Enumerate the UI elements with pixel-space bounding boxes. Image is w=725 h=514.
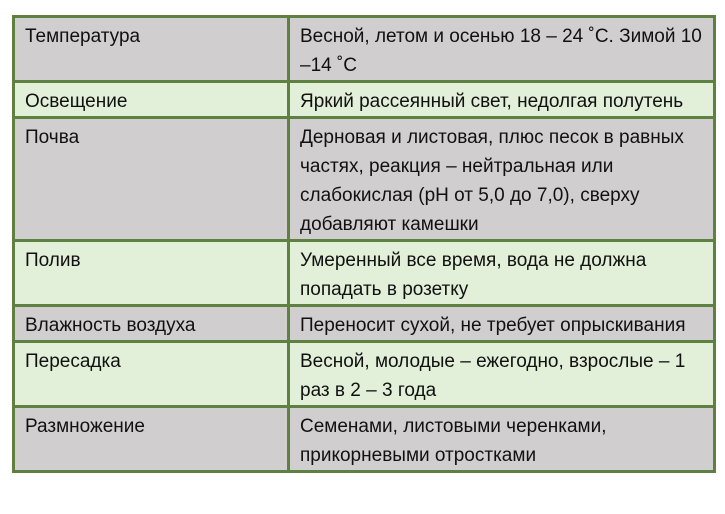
- row-label: Размножение: [12, 405, 290, 473]
- row-value: Переносит сухой, не требует опрыскивания: [287, 304, 716, 343]
- table-row: Температура Весной, летом и осенью 18 – …: [12, 15, 716, 83]
- row-label: Освещение: [12, 80, 290, 119]
- table-row: Влажность воздуха Переносит сухой, не тр…: [12, 304, 716, 343]
- row-value: Семенами, листовыми черенками, прикорнев…: [287, 405, 716, 473]
- care-table: Температура Весной, летом и осенью 18 – …: [12, 15, 716, 473]
- table-row: Почва Дерновая и листовая, плюс песок в …: [12, 116, 716, 242]
- row-label: Полив: [12, 239, 290, 307]
- row-label: Влажность воздуха: [12, 304, 290, 343]
- row-value: Весной, летом и осенью 18 – 24 ˚С. Зимой…: [287, 15, 716, 83]
- row-value: Умеренный все время, вода не должна попа…: [287, 239, 716, 307]
- row-label: Пересадка: [12, 340, 290, 408]
- table-row: Освещение Яркий рассеянный свет, недолга…: [12, 80, 716, 119]
- table-row: Полив Умеренный все время, вода не должн…: [12, 239, 716, 307]
- row-value: Дерновая и листовая, плюс песок в равных…: [287, 116, 716, 242]
- row-value: Весной, молодые – ежегодно, взрослые – 1…: [287, 340, 716, 408]
- row-label: Почва: [12, 116, 290, 242]
- table-row: Пересадка Весной, молодые – ежегодно, вз…: [12, 340, 716, 408]
- row-label: Температура: [12, 15, 290, 83]
- table-row: Размножение Семенами, листовыми черенкам…: [12, 405, 716, 473]
- row-value: Яркий рассеянный свет, недолгая полутень: [287, 80, 716, 119]
